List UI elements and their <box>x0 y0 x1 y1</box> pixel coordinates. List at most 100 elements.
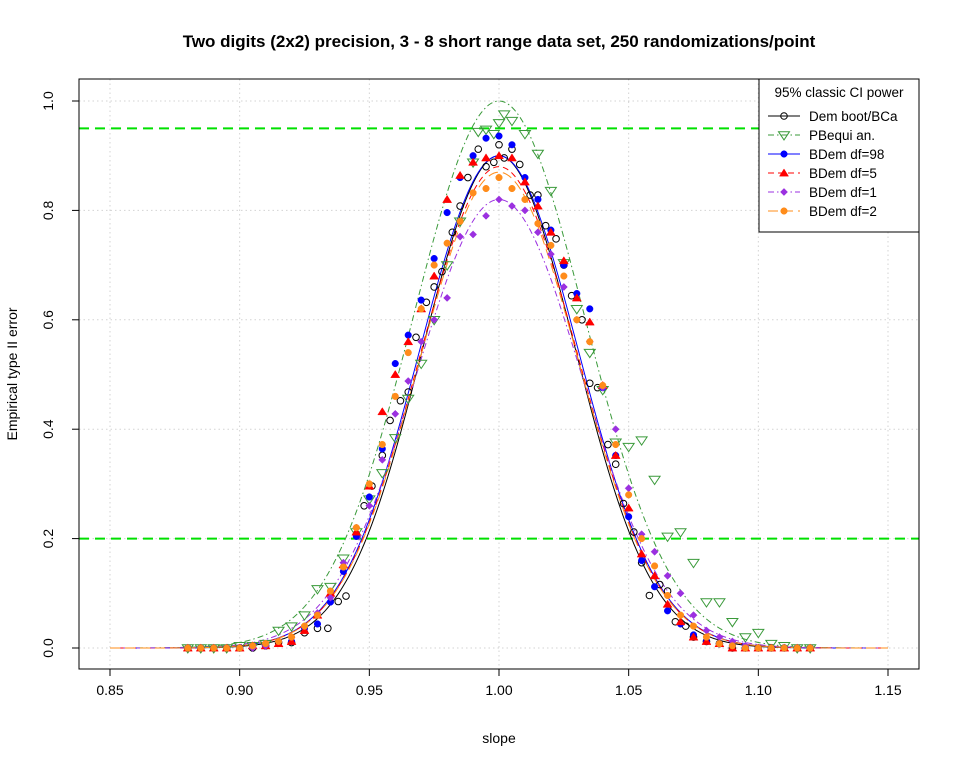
data-point <box>544 186 558 197</box>
data-point <box>507 153 517 162</box>
x-tick-label: 1.05 <box>615 682 642 698</box>
data-point <box>712 598 726 608</box>
data-point <box>375 469 389 479</box>
data-point <box>780 644 788 652</box>
data-point <box>754 644 762 652</box>
data-point <box>391 409 400 418</box>
data-point <box>505 116 519 127</box>
data-point <box>570 305 584 315</box>
data-point <box>532 201 543 210</box>
data-point <box>558 256 569 265</box>
data-point <box>663 571 672 580</box>
data-point <box>404 349 412 357</box>
legend: 95% classic CI power Dem boot/BCa PBequi … <box>758 78 920 233</box>
data-point <box>326 593 335 602</box>
x-tick-label: 1.10 <box>745 682 772 698</box>
data-point <box>456 232 465 241</box>
data-point <box>689 611 698 620</box>
data-point <box>481 153 491 162</box>
data-point <box>210 644 218 652</box>
data-point <box>674 528 687 538</box>
legend-marker <box>780 207 788 215</box>
data-point <box>688 632 699 641</box>
y-tick-label: 0.6 <box>40 310 56 330</box>
data-point <box>651 583 659 591</box>
data-point <box>623 503 634 512</box>
data-point <box>313 611 322 619</box>
data-point <box>482 162 490 171</box>
data-point <box>611 460 620 469</box>
legend-marker <box>780 150 788 158</box>
data-point <box>515 160 524 169</box>
legend-label: BDem df=1 <box>809 185 877 200</box>
x-tick-label: 0.95 <box>356 682 383 698</box>
data-point <box>417 305 425 313</box>
data-point <box>584 317 595 326</box>
data-point <box>675 617 686 626</box>
data-point <box>440 261 454 271</box>
data-point <box>443 209 451 217</box>
data-point <box>508 184 516 193</box>
data-point <box>495 140 503 149</box>
legend-items: Dem boot/BCa PBequi an. BDem df=98 BDem df=… <box>768 109 898 219</box>
data-point <box>468 157 479 166</box>
data-point <box>619 499 628 508</box>
data-point <box>738 633 752 643</box>
data-point <box>520 206 529 215</box>
data-point <box>223 644 231 652</box>
data-point <box>456 217 464 225</box>
legend-label: BDem df=5 <box>809 166 877 181</box>
data-point <box>715 640 723 648</box>
legend-marker <box>780 112 788 120</box>
data-point <box>508 141 516 149</box>
data-point <box>547 241 555 249</box>
data-point <box>552 235 560 243</box>
data-point <box>287 633 296 641</box>
data-point <box>741 644 749 652</box>
data-point <box>599 381 607 389</box>
data-point <box>585 379 594 388</box>
data-point <box>494 151 504 160</box>
data-point <box>323 582 337 593</box>
data-point <box>728 642 736 650</box>
data-point <box>571 293 582 302</box>
y-tick-label: 0.2 <box>40 529 56 549</box>
data-point <box>378 440 386 449</box>
data-point <box>417 296 425 304</box>
data-point <box>456 202 464 210</box>
data-point <box>495 174 503 182</box>
data-point <box>249 642 257 650</box>
data-point <box>604 440 612 449</box>
data-point <box>197 644 205 652</box>
data-point <box>648 475 662 486</box>
data-point <box>336 554 350 565</box>
data-point <box>583 348 597 359</box>
x-tick-label: 1.15 <box>874 682 901 698</box>
legend-marker <box>777 131 791 141</box>
data-point <box>650 547 659 556</box>
legend-label: Dem boot/BCa <box>809 109 898 124</box>
data-point <box>443 293 452 302</box>
data-point <box>495 195 503 204</box>
data-point <box>378 455 387 464</box>
series-line <box>110 100 888 649</box>
data-point <box>560 272 568 280</box>
data-point <box>541 221 550 230</box>
data-point <box>300 622 309 630</box>
data-point <box>700 598 713 608</box>
chart-title: Two digits (2x2) precision, 3 - 8 short … <box>183 32 816 51</box>
grid <box>79 79 919 669</box>
data-point <box>386 416 394 425</box>
data-point <box>342 592 350 600</box>
data-point <box>573 316 581 324</box>
data-point <box>443 239 451 247</box>
data-point <box>635 436 649 446</box>
data-point <box>702 633 711 641</box>
data-point <box>324 624 332 633</box>
data-point <box>414 359 428 370</box>
data-point <box>687 558 700 569</box>
data-point <box>326 587 334 595</box>
data-point <box>184 644 192 652</box>
data-point <box>442 194 453 203</box>
